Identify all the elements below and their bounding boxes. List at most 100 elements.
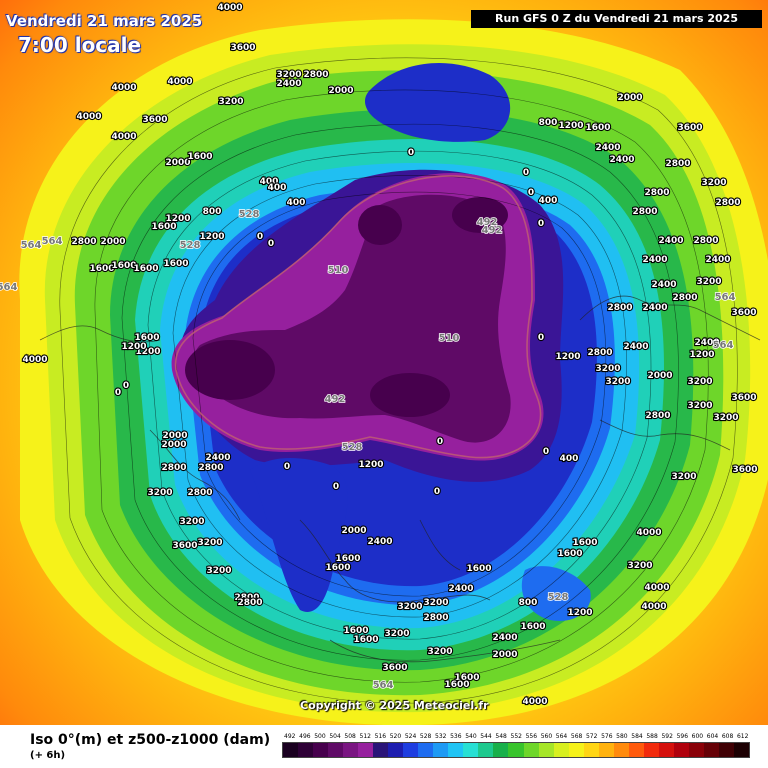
iso0-label: 800: [203, 207, 222, 217]
iso0-label: 3600: [731, 393, 756, 403]
scale-swatch: [403, 743, 419, 757]
scale-swatch: [343, 743, 359, 757]
thickness-contours: [174, 175, 542, 459]
scale-label: 492: [284, 733, 296, 740]
color-scale-labels: 492 496 500 504 508 512 516 520 524 528 532 536 540 5…: [282, 733, 750, 742]
scale-swatch: [493, 743, 509, 757]
iso0-label: 4000: [636, 528, 661, 538]
scale-label: 552: [510, 733, 522, 740]
scale-swatch: [568, 743, 584, 757]
scale-label: 576: [601, 733, 613, 740]
iso0-label: 3200: [397, 602, 422, 612]
iso0-label: 1600: [111, 261, 136, 271]
scale-label: 500: [314, 733, 326, 740]
thickness-label: 564: [0, 282, 17, 293]
scale-swatch: [448, 743, 464, 757]
thickness-label: 564: [713, 340, 734, 351]
iso0-label: 1600: [134, 333, 159, 343]
iso0-label: 2800: [644, 188, 669, 198]
scale-label: 604: [706, 733, 719, 740]
iso0-label: 2400: [595, 143, 620, 153]
iso0-label: 1200: [358, 460, 383, 470]
thickness-label: 528: [548, 592, 569, 603]
iso0-label: 1600: [163, 259, 188, 269]
scale-swatch: [283, 743, 299, 757]
scale-label: 560: [540, 733, 553, 740]
iso0-label: 1600: [343, 626, 368, 636]
iso0-label: 4000: [167, 77, 192, 87]
weather-map: 4000 3600 3200 2800 2400 2000 3200 4000 4000 4000…: [0, 0, 768, 725]
iso0-label: 2000: [492, 650, 517, 660]
scale-label: 524: [404, 733, 417, 740]
iso0-label: 3200: [696, 277, 721, 287]
iso0-label: 4000: [641, 602, 666, 612]
scale-swatch: [478, 743, 494, 757]
iso0-label: 2800: [607, 303, 632, 313]
iso0-label: 3200: [687, 401, 712, 411]
iso0-label: 2800: [715, 198, 740, 208]
iso0-label: 0: [538, 219, 544, 229]
iso0-label: 1600: [151, 222, 176, 232]
iso0-label: 4000: [22, 355, 47, 365]
thickness-label: 510: [328, 265, 349, 276]
iso0-label: 800: [539, 118, 558, 128]
scale-swatch: [628, 743, 644, 757]
iso0-label: 1600: [585, 123, 610, 133]
iso0-label: 0: [257, 232, 263, 242]
iso0-label: 3600: [382, 663, 407, 673]
core-pole: [358, 205, 402, 245]
iso0-label: 1600: [466, 564, 491, 574]
thickness-label: 564: [373, 680, 394, 691]
iso0-label: 2000: [162, 431, 187, 441]
scale-swatch: [658, 743, 674, 757]
iso0-label: 2800: [693, 236, 718, 246]
iso0-label: 3200: [179, 517, 204, 527]
iso0-label: 0: [333, 482, 339, 492]
iso0-label: 0: [408, 148, 414, 158]
scale-label: 548: [495, 733, 507, 740]
iso0-label: 2400: [276, 79, 301, 89]
scale-swatch: [703, 743, 719, 757]
copyright-notice: Copyright © 2025 Meteociel.fr: [300, 699, 489, 712]
scale-swatch: [553, 743, 569, 757]
iso0-label: 3200: [423, 598, 448, 608]
iso0-label: 4000: [217, 3, 242, 13]
core-arctic: [370, 373, 450, 417]
scale-label: 568: [570, 733, 583, 740]
scale-label: 580: [616, 733, 628, 740]
iso0-label: 1600: [444, 680, 469, 690]
iso0-label: 3200: [687, 377, 712, 387]
thickness-label: 564: [21, 240, 42, 251]
iso0-label: 2800: [632, 207, 657, 217]
thickness-label: 492: [477, 217, 498, 228]
iso0-label: 1200: [689, 350, 714, 360]
iso0-label: 3200: [206, 566, 231, 576]
iso0-label: 2400: [609, 155, 634, 165]
scale-label: 540: [465, 733, 477, 740]
scale-label: 584: [631, 733, 643, 740]
iso0-label: 3200: [605, 377, 630, 387]
iso0-label: 0: [268, 239, 274, 249]
iso0-label: 3200: [384, 629, 409, 639]
scale-swatch: [388, 743, 404, 757]
scale-swatch: [673, 743, 689, 757]
iso0-label: 1600: [454, 673, 479, 683]
iso0-label: 2800: [645, 411, 670, 421]
scale-swatch: [688, 743, 704, 757]
iso0-label: 1200: [555, 352, 580, 362]
thickness-field: [0, 0, 768, 725]
iso0-label: 1600: [325, 563, 350, 573]
iso0-label: 0: [434, 487, 440, 497]
iso0-label: 3200: [427, 647, 452, 657]
iso0-label: 4000: [111, 83, 136, 93]
forecast-time: 7:00 locale: [18, 33, 142, 57]
scale-label: 544: [480, 733, 492, 740]
scale-swatch: [718, 743, 734, 757]
scale-swatch: [328, 743, 344, 757]
iso0-label: 1600: [557, 549, 582, 559]
thickness-label: 528: [342, 442, 363, 453]
iso0-label: 1200: [558, 121, 583, 131]
iso0-label: 800: [519, 598, 538, 608]
iso0-label: 2000: [161, 440, 186, 450]
iso0-label: 3600: [732, 465, 757, 475]
